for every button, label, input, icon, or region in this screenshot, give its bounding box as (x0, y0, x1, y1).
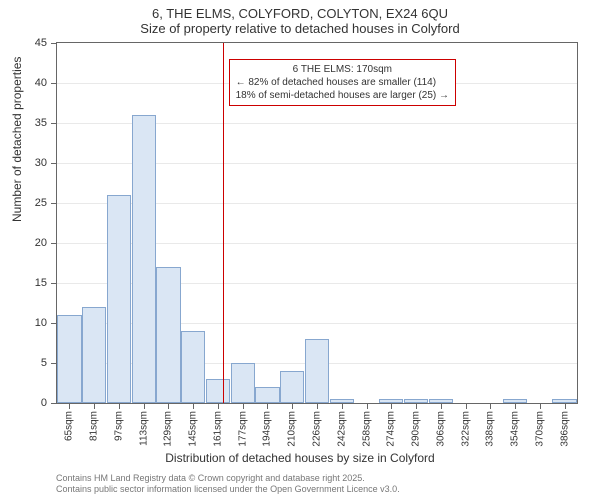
bar (156, 267, 180, 403)
x-tick (94, 403, 95, 409)
bar (57, 315, 81, 403)
y-tick-label: 30 (35, 157, 47, 169)
y-tick (51, 163, 57, 164)
x-tick-label: 290sqm (411, 411, 422, 447)
x-tick (267, 403, 268, 409)
footnote-line1: Contains HM Land Registry data © Crown c… (56, 473, 400, 485)
y-axis-label: Number of detached properties (10, 57, 24, 222)
x-tick-label: 338sqm (485, 411, 496, 447)
x-tick-label: 129sqm (163, 411, 174, 447)
bar (82, 307, 106, 403)
x-tick-label: 242sqm (336, 411, 347, 447)
x-tick-label: 65sqm (64, 411, 75, 441)
x-tick (168, 403, 169, 409)
bar (107, 195, 131, 403)
bar (255, 387, 279, 403)
y-tick-label: 10 (35, 317, 47, 329)
plot-area: 05101520253035404565sqm81sqm97sqm113sqm1… (56, 42, 578, 404)
x-tick-label: 306sqm (435, 411, 446, 447)
y-tick (51, 403, 57, 404)
x-tick-label: 177sqm (237, 411, 248, 447)
y-tick (51, 243, 57, 244)
y-tick-label: 25 (35, 197, 47, 209)
y-tick-label: 0 (41, 397, 47, 409)
x-tick (565, 403, 566, 409)
y-tick (51, 123, 57, 124)
x-axis-label: Distribution of detached houses by size … (0, 451, 600, 465)
x-tick (367, 403, 368, 409)
chart-title-line2: Size of property relative to detached ho… (0, 21, 600, 36)
x-tick-label: 145sqm (188, 411, 199, 447)
y-tick-label: 35 (35, 117, 47, 129)
chart-container: 6, THE ELMS, COLYFORD, COLYTON, EX24 6QU… (0, 0, 600, 500)
x-tick (292, 403, 293, 409)
y-tick-label: 40 (35, 77, 47, 89)
bar (231, 363, 255, 403)
x-tick-label: 274sqm (386, 411, 397, 447)
y-tick-label: 20 (35, 237, 47, 249)
x-tick (69, 403, 70, 409)
x-tick (515, 403, 516, 409)
x-tick (317, 403, 318, 409)
annotation-line2: ← 82% of detached houses are smaller (11… (236, 76, 449, 89)
bar (181, 331, 205, 403)
x-tick (540, 403, 541, 409)
x-tick (441, 403, 442, 409)
y-tick (51, 43, 57, 44)
x-tick-label: 161sqm (212, 411, 223, 447)
y-tick-label: 45 (35, 37, 47, 49)
y-tick-label: 15 (35, 277, 47, 289)
x-tick (119, 403, 120, 409)
bar (305, 339, 329, 403)
y-tick (51, 283, 57, 284)
y-tick (51, 203, 57, 204)
x-tick-label: 210sqm (287, 411, 298, 447)
x-tick (243, 403, 244, 409)
x-tick (193, 403, 194, 409)
x-tick (466, 403, 467, 409)
annotation-box: 6 THE ELMS: 170sqm← 82% of detached hous… (229, 59, 456, 106)
x-tick-label: 113sqm (138, 411, 149, 446)
bar (280, 371, 304, 403)
y-tick-label: 5 (41, 357, 47, 369)
x-tick-label: 81sqm (89, 411, 100, 441)
y-tick (51, 83, 57, 84)
x-tick-label: 194sqm (262, 411, 273, 447)
x-tick (342, 403, 343, 409)
x-tick-label: 322sqm (460, 411, 471, 447)
x-tick-label: 258sqm (361, 411, 372, 447)
bar (132, 115, 156, 403)
x-tick (416, 403, 417, 409)
y-tick (51, 323, 57, 324)
y-tick (51, 363, 57, 364)
x-tick-label: 370sqm (534, 411, 545, 447)
annotation-line1: 6 THE ELMS: 170sqm (236, 63, 449, 76)
x-tick (144, 403, 145, 409)
x-tick-label: 354sqm (510, 411, 521, 447)
x-tick-label: 226sqm (312, 411, 323, 447)
x-tick (391, 403, 392, 409)
x-tick (490, 403, 491, 409)
x-tick (218, 403, 219, 409)
annotation-line3: 18% of semi-detached houses are larger (… (236, 89, 449, 102)
x-tick-label: 97sqm (113, 411, 124, 441)
footnote: Contains HM Land Registry data © Crown c… (56, 473, 400, 496)
x-tick-label: 386sqm (559, 411, 570, 447)
footnote-line2: Contains public sector information licen… (56, 484, 400, 496)
reference-line (223, 43, 224, 403)
chart-title-line1: 6, THE ELMS, COLYFORD, COLYTON, EX24 6QU (0, 6, 600, 21)
bar (206, 379, 230, 403)
